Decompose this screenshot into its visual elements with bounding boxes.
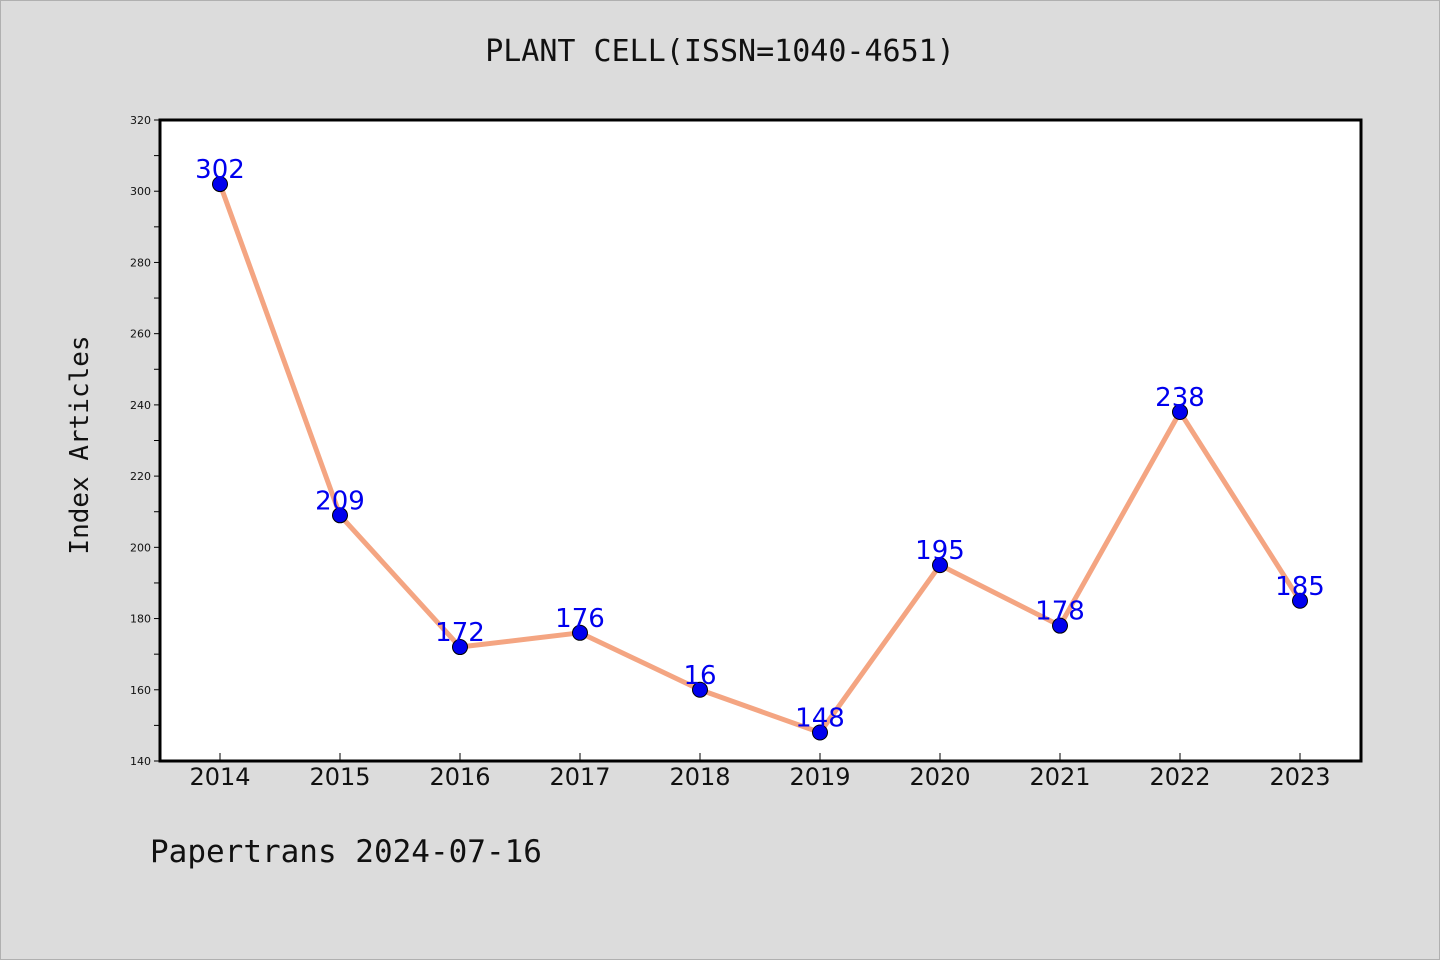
data-label-2016: 172 bbox=[435, 618, 485, 648]
y-tick-label-140: 140 bbox=[130, 755, 151, 768]
y-tick-label-320: 320 bbox=[130, 114, 151, 127]
y-tick-label-240: 240 bbox=[130, 399, 151, 412]
data-point-2015 bbox=[332, 507, 348, 524]
data-point-2018 bbox=[692, 681, 708, 698]
chart-title: PLANT CELL(ISSN=1040-4651) bbox=[485, 34, 955, 69]
y-tick-label-300: 300 bbox=[130, 185, 151, 198]
data-point-2014 bbox=[212, 176, 228, 193]
x-tick-label-2016: 2016 bbox=[429, 763, 490, 791]
data-label-2017: 176 bbox=[555, 604, 605, 634]
y-tick-label-220: 220 bbox=[130, 470, 151, 483]
data-point-2019 bbox=[812, 724, 828, 741]
y-tick-label-180: 180 bbox=[130, 613, 151, 626]
data-label-2015: 209 bbox=[315, 486, 365, 516]
y-tick-label-160: 160 bbox=[130, 684, 151, 697]
x-tick-label-2014: 2014 bbox=[189, 763, 250, 791]
data-point-2020 bbox=[932, 557, 948, 574]
x-tick-label-2015: 2015 bbox=[309, 763, 370, 791]
data-label-2018: 16 bbox=[683, 661, 716, 691]
data-label-2023: 185 bbox=[1275, 572, 1325, 602]
y-tick-label-200: 200 bbox=[130, 541, 151, 554]
data-label-2020: 195 bbox=[915, 536, 965, 566]
data-point-2021 bbox=[1052, 617, 1068, 634]
data-label-2022: 238 bbox=[1155, 383, 1205, 413]
data-label-2014: 302 bbox=[195, 155, 245, 185]
data-label-2021: 178 bbox=[1035, 597, 1085, 627]
x-tick-label-2020: 2020 bbox=[909, 763, 970, 791]
x-tick-label-2018: 2018 bbox=[669, 763, 730, 791]
y-tick-label-260: 260 bbox=[130, 328, 151, 341]
data-label-2019: 148 bbox=[795, 704, 845, 734]
data-point-2016 bbox=[452, 639, 468, 656]
series-line bbox=[217, 181, 1303, 736]
plot-area bbox=[158, 118, 1363, 763]
x-tick-label-2021: 2021 bbox=[1029, 763, 1090, 791]
x-tick-label-2022: 2022 bbox=[1149, 763, 1210, 791]
x-tick-label-2023: 2023 bbox=[1269, 763, 1330, 791]
data-point-2017 bbox=[572, 624, 588, 641]
x-tick-label-2017: 2017 bbox=[549, 763, 610, 791]
data-point-2023 bbox=[1292, 592, 1308, 609]
footer-text: Papertrans 2024-07-16 bbox=[150, 834, 542, 870]
x-tick-label-2019: 2019 bbox=[789, 763, 850, 791]
y-tick-label-280: 280 bbox=[130, 256, 151, 269]
data-point-2022 bbox=[1172, 404, 1188, 421]
